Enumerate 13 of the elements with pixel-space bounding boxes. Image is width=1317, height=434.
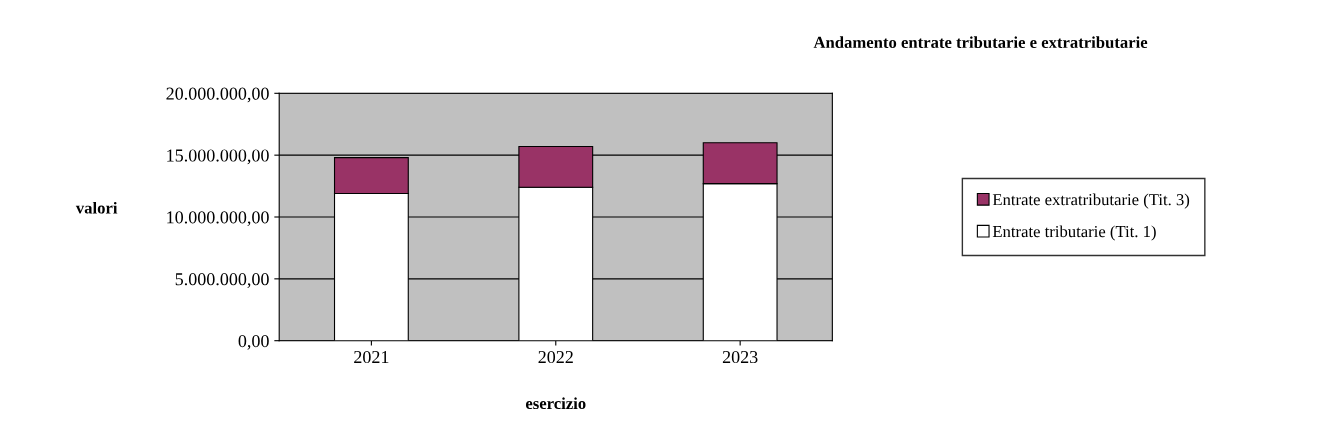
y-tick-label: 15.000.000,00 (167, 149, 269, 165)
y-tick-label: 0,00 (238, 334, 269, 350)
text: Andamento entrate tributarie e extratributarie (813, 36, 1148, 49)
x-tick-label: 2022 (538, 350, 573, 364)
x-tick-label: 2023 (722, 350, 758, 364)
y-axis-title: valori (75, 201, 118, 214)
legend-label: Entrate extratributarie (Tit. 3) (992, 193, 1190, 209)
legend-label: Entrate tributarie (Tit. 1) (992, 225, 1156, 241)
y-tick-label: 20.000.000,00 (166, 87, 269, 103)
x-axis-title: esercizio (525, 397, 586, 410)
x-tick-label: 2021 (354, 350, 389, 364)
y-tick-label: 10.000.000,00 (167, 211, 269, 227)
y-tick-label: 5.000.000,00 (175, 273, 269, 288)
